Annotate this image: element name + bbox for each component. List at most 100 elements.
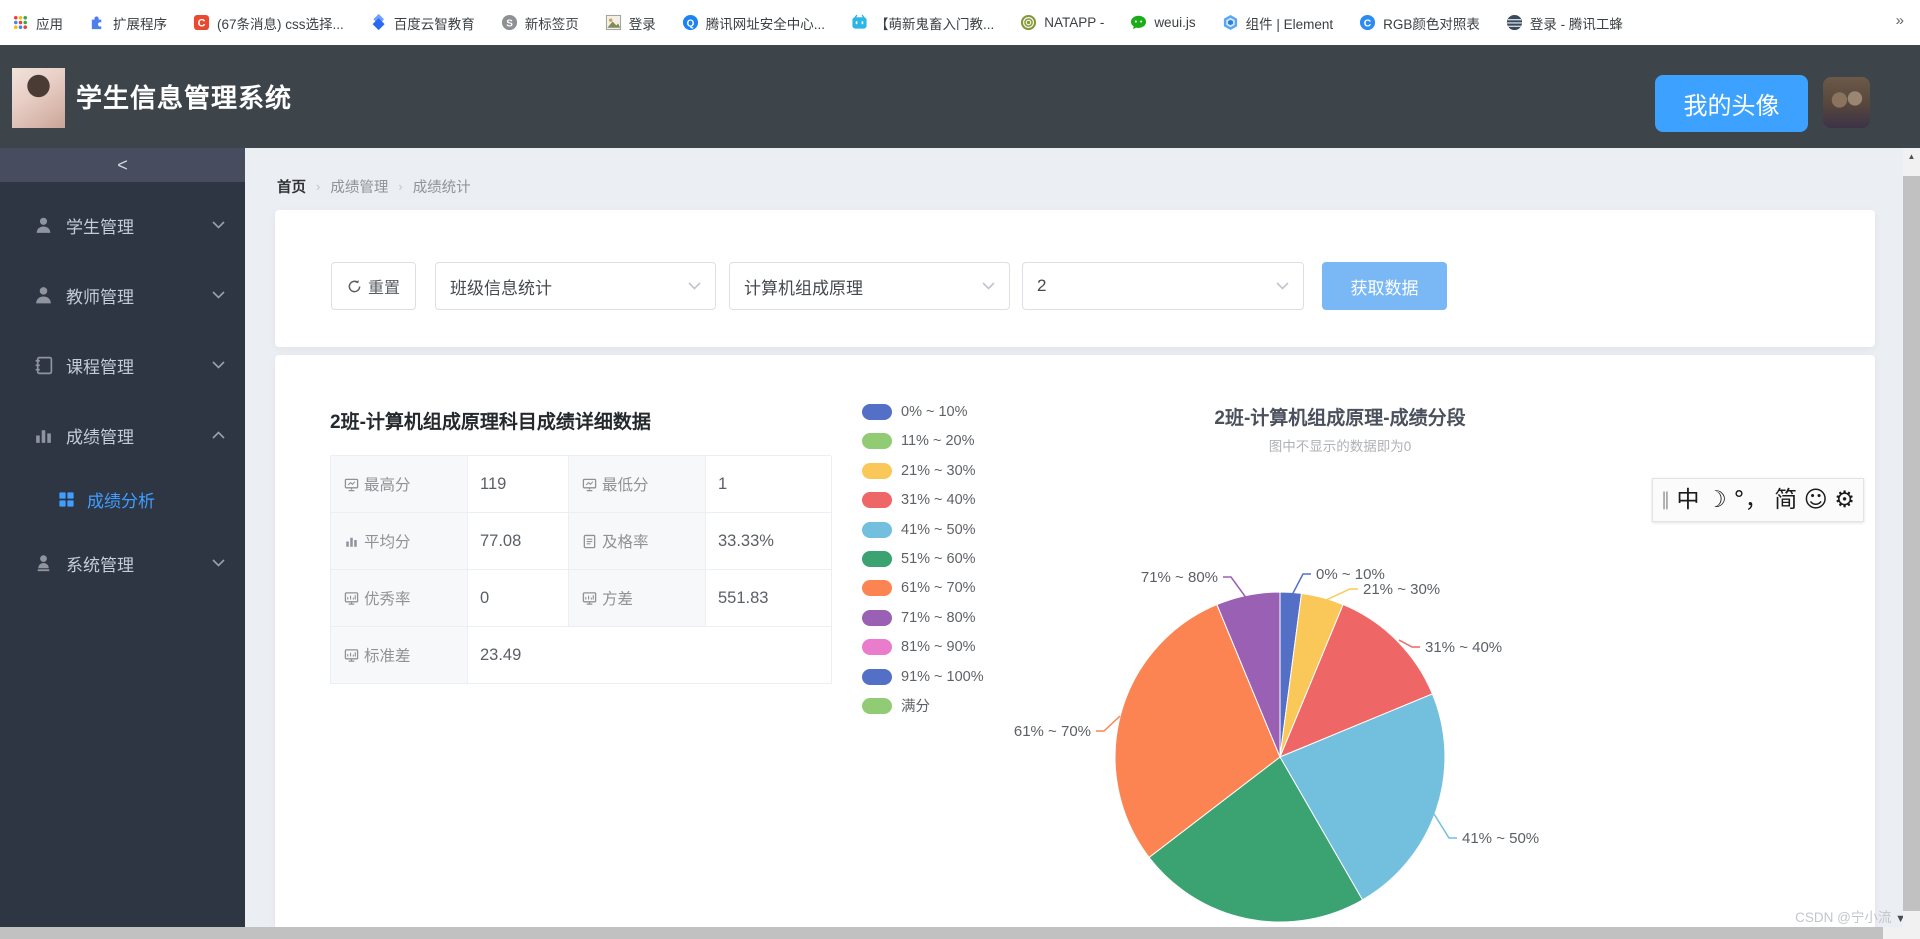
scrollbar-up-arrow-icon[interactable]: ▲	[1907, 151, 1916, 161]
legend-item[interactable]: 0% ~ 10%	[862, 404, 984, 420]
legend-swatch	[862, 580, 892, 597]
user-bust-icon	[33, 553, 54, 574]
breadcrumb-home[interactable]: 首页	[277, 180, 306, 196]
sidebar-item-教师管理[interactable]: 教师管理	[0, 260, 245, 330]
bookmarks-overflow-chevron-icon[interactable]: »	[1895, 12, 1904, 29]
bookmark-label: 登录	[628, 16, 656, 32]
legend-item[interactable]: 91% ~ 100%	[862, 668, 984, 685]
legend-swatch	[862, 404, 892, 420]
class-stat-select[interactable]: 班级信息统计	[435, 262, 716, 310]
chevron-down-icon	[1276, 282, 1289, 290]
sidebar-item-系统管理[interactable]: 系统管理	[0, 528, 245, 598]
emoji-picker-icon[interactable]: ☺	[1803, 486, 1828, 513]
svg-text:C: C	[198, 18, 206, 30]
legend-item[interactable]: 满分	[862, 697, 984, 715]
reset-button[interactable]: 重置	[331, 262, 416, 310]
legend-swatch	[862, 433, 892, 450]
simplified-chinese-icon[interactable]: 简	[1774, 486, 1798, 513]
chevron-up-icon	[212, 431, 225, 439]
horizontal-scrollbar-thumb[interactable]	[0, 927, 1883, 939]
sidebar-item-成绩管理[interactable]: 成绩管理	[0, 400, 245, 470]
my-avatar-button[interactable]: 我的头像	[1655, 75, 1808, 132]
legend-swatch	[862, 492, 892, 509]
stats-table: 最高分 119 最低分 1 平均分 77.08 及格率 33.33% 优秀率 0 方差 551.83 标…	[330, 455, 832, 684]
drag-handle-icon[interactable]: ‖	[1661, 489, 1670, 510]
bookmark-item[interactable]: 组件 | Element	[1222, 13, 1333, 33]
legend-label: 81% ~ 90%	[901, 639, 976, 656]
bookmark-favicon-bilibili-tv-icon	[851, 14, 868, 31]
bookmark-item[interactable]: 应用	[12, 13, 63, 33]
pie-slice-31% ~ 40%[interactable]	[1279, 603, 1434, 758]
bookmark-item[interactable]: 百度云智教育	[370, 13, 475, 33]
legend-item[interactable]: 31% ~ 40%	[862, 492, 984, 509]
pie-slice-71% ~ 80%[interactable]	[1216, 591, 1281, 758]
user-avatar[interactable]	[1823, 77, 1870, 128]
pie-slice-41% ~ 50%[interactable]	[1279, 693, 1446, 901]
sidebar-subitem-label: 成绩分析	[87, 491, 155, 511]
bookmark-label: NATAPP -	[1044, 15, 1105, 30]
pie-slice-51% ~ 60%[interactable]	[1148, 756, 1364, 923]
legend-label: 91% ~ 100%	[901, 668, 984, 685]
bookmark-item[interactable]: C (67条消息) css选择...	[193, 13, 344, 33]
legend-item[interactable]: 61% ~ 70%	[862, 580, 984, 597]
legend-swatch	[862, 697, 892, 714]
chinese-mode-icon[interactable]: 中	[1676, 486, 1700, 513]
watermark-text: CSDN @宁小流	[1795, 910, 1892, 925]
ime-settings-icon[interactable]: ⚙	[1834, 486, 1855, 513]
bookmark-item[interactable]: 扩展程序	[89, 13, 167, 33]
stat-label-方差: 方差	[569, 570, 706, 627]
vertical-scrollbar-thumb[interactable]	[1903, 176, 1920, 911]
legend-swatch	[862, 550, 892, 567]
breadcrumb: 首页 › 成绩管理 › 成绩统计	[277, 176, 471, 197]
sidebar-item-学生管理[interactable]: 学生管理	[0, 190, 245, 260]
pie-slice-61% ~ 70%[interactable]	[1114, 603, 1281, 859]
class-stat-select-value: 班级信息统计	[450, 278, 552, 298]
chevron-down-icon	[212, 361, 225, 369]
chevron-down-icon	[212, 291, 225, 299]
half-moon-icon[interactable]: ☽	[1706, 486, 1727, 513]
sidebar-item-课程管理[interactable]: 课程管理	[0, 330, 245, 400]
legend-item[interactable]: 11% ~ 20%	[862, 433, 984, 450]
vertical-scrollbar[interactable]: ▲	[1903, 148, 1920, 927]
bookmark-item[interactable]: 登录 - 腾讯工蜂	[1506, 13, 1623, 33]
bookmark-item[interactable]: C RGB颜色对照表	[1359, 13, 1480, 33]
reset-label: 重置	[367, 280, 400, 297]
stat-value-方差: 551.83	[706, 570, 832, 627]
legend-item[interactable]: 41% ~ 50%	[862, 521, 984, 538]
bookmark-item[interactable]: weui.js	[1130, 14, 1196, 31]
legend-item[interactable]: 81% ~ 90%	[862, 639, 984, 656]
app-title: 学生信息管理系统	[76, 83, 293, 113]
stat-label-及格率: 及格率	[569, 513, 706, 570]
legend-item[interactable]: 71% ~ 80%	[862, 609, 984, 626]
notebook-icon	[33, 355, 54, 376]
chevron-down-icon	[212, 221, 225, 229]
svg-text:Q: Q	[686, 18, 694, 29]
bookmark-favicon-gray-globe-icon: S	[501, 14, 518, 31]
legend-item[interactable]: 51% ~ 60%	[862, 550, 984, 567]
bookmark-item[interactable]: S 新标签页	[501, 13, 579, 33]
bookmark-favicon-weui-bubble-icon	[1130, 14, 1147, 31]
fetch-data-button[interactable]: 获取数据	[1322, 262, 1447, 310]
sidebar-item-label: 成绩管理	[66, 427, 134, 447]
horizontal-scrollbar[interactable]	[0, 927, 1920, 939]
legend-item[interactable]: 21% ~ 30%	[862, 462, 984, 479]
main-content: 首页 › 成绩管理 › 成绩统计 重置 班级信息统计 计算机组成原理 2	[245, 148, 1903, 939]
breadcrumb-separator-icon: ›	[398, 179, 403, 194]
bookmark-item[interactable]: 登录	[605, 13, 656, 33]
breadcrumb-grade-mgmt[interactable]: 成绩管理	[330, 180, 389, 196]
sidebar-collapse-button[interactable]: <	[0, 148, 245, 182]
class-number-select[interactable]: 2	[1022, 262, 1304, 310]
sidebar-subitem-成绩分析[interactable]: 成绩分析	[0, 470, 245, 528]
legend-label: 21% ~ 30%	[901, 462, 976, 479]
bookmark-item[interactable]: 【萌新鬼畜入门教...	[851, 13, 994, 33]
bookmark-item[interactable]: NATAPP -	[1020, 14, 1104, 31]
course-select[interactable]: 计算机组成原理	[729, 262, 1010, 310]
punctuation-mode-icon[interactable]: °，	[1733, 486, 1768, 513]
bookmark-label: 登录 - 腾讯工蜂	[1529, 16, 1623, 32]
bookmark-item[interactable]: Q 腾讯网址安全中心...	[682, 13, 825, 33]
bookmark-favicon-puzzle-icon	[89, 14, 106, 31]
bookmark-label: 腾讯网址安全中心...	[705, 16, 826, 32]
scrollbar-corner	[1903, 927, 1920, 939]
